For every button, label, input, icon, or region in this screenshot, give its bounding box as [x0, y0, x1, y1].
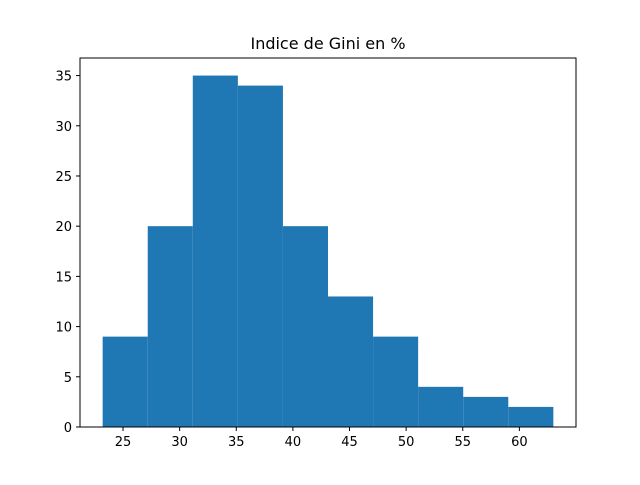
y-tick-label: 15: [55, 270, 72, 285]
chart-title: Indice de Gini en %: [250, 34, 405, 53]
x-tick-label: 45: [341, 435, 358, 450]
y-tick-label: 5: [64, 371, 72, 386]
y-tick-label: 20: [55, 220, 72, 235]
histogram-bar: [418, 386, 464, 427]
x-tick-label: 25: [115, 435, 132, 450]
x-tick-label: 60: [511, 435, 528, 450]
x-tick-label: 35: [228, 435, 245, 450]
histogram-bar: [328, 296, 374, 427]
y-tick-label: 25: [55, 170, 72, 185]
histogram-bar: [192, 75, 238, 428]
y-axis: 0 5 10 15 20 25 30 35: [55, 70, 80, 436]
histogram-bar: [147, 226, 193, 427]
histogram-bar: [373, 336, 419, 427]
histogram-bar: [237, 85, 283, 427]
x-tick-label: 55: [454, 435, 471, 450]
y-tick-label: 10: [55, 321, 72, 336]
x-tick-label: 40: [285, 435, 302, 450]
histogram-bar: [102, 336, 148, 427]
histogram-bar: [463, 396, 509, 427]
histogram-bar: [508, 406, 554, 427]
x-axis: 25 30 35 40 45 50 55 60: [115, 427, 528, 450]
x-tick-label: 50: [398, 435, 415, 450]
y-tick-label: 30: [55, 120, 72, 135]
x-tick-label: 30: [171, 435, 188, 450]
plot-frame: [79, 57, 577, 428]
bars-group: [102, 75, 554, 428]
y-tick-label: 0: [64, 421, 72, 436]
y-tick-label: 35: [55, 70, 72, 85]
histogram-bar: [282, 226, 328, 427]
